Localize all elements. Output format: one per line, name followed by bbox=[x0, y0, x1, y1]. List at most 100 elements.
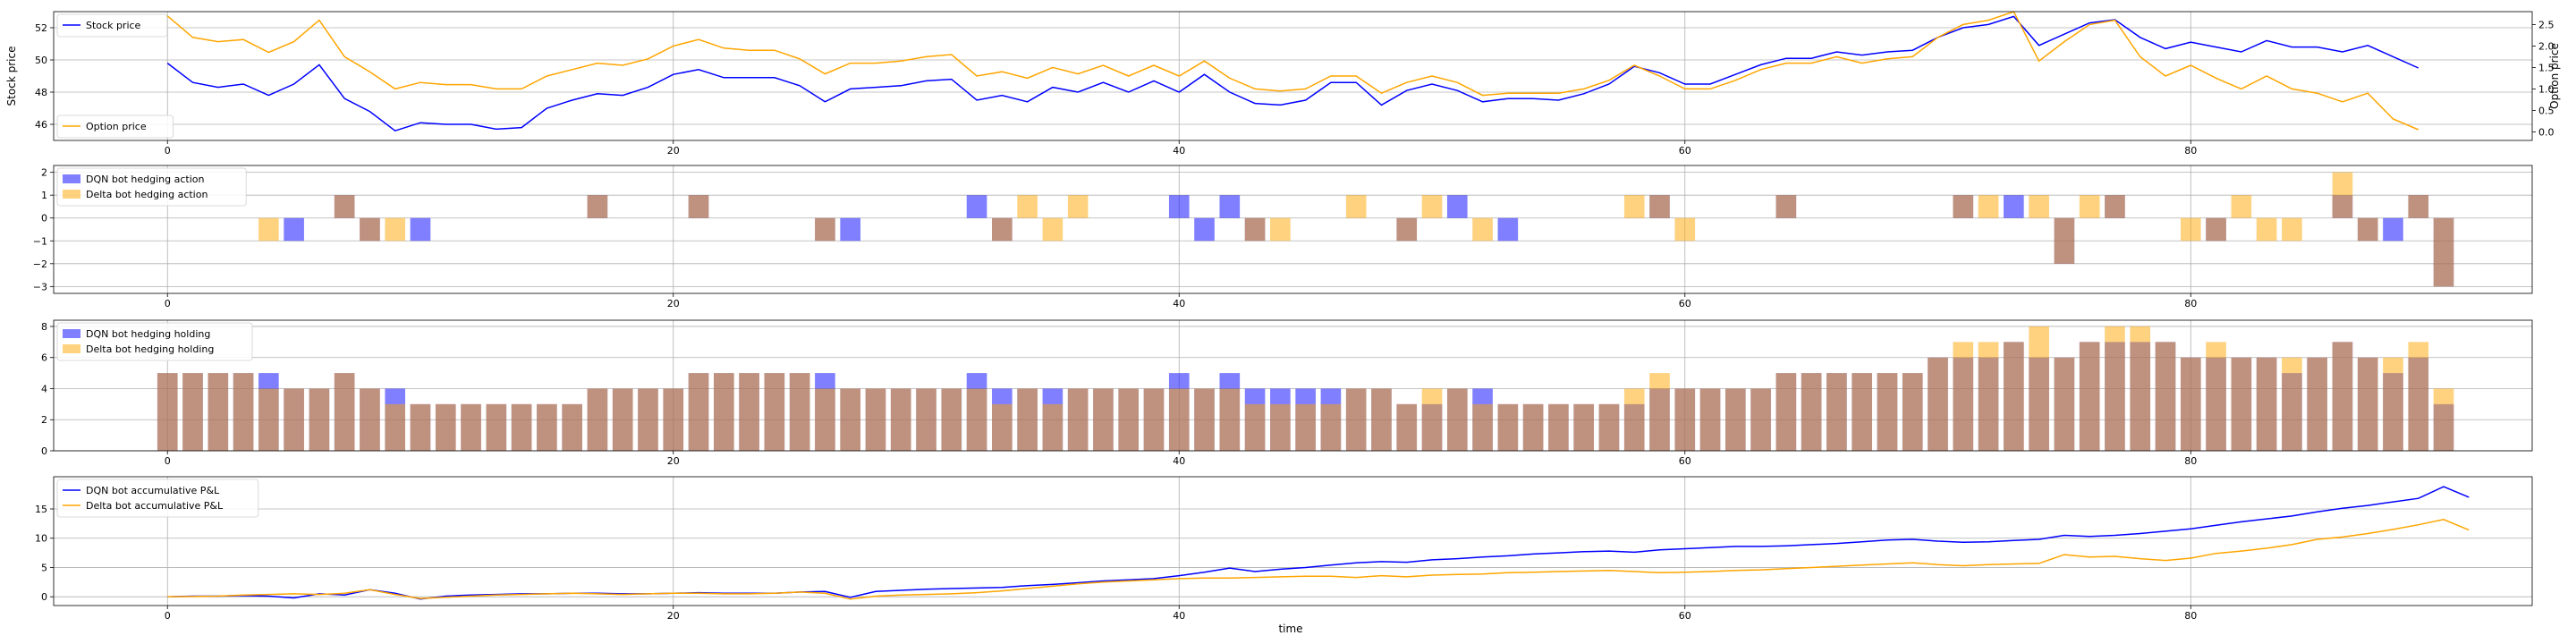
bar bbox=[941, 388, 962, 451]
bar bbox=[410, 217, 431, 242]
bar bbox=[1194, 388, 1215, 451]
x-tick-label: 0 bbox=[165, 455, 171, 467]
bar bbox=[1042, 403, 1063, 451]
bar bbox=[1953, 342, 1974, 451]
legend-swatch bbox=[63, 344, 80, 353]
bar bbox=[2029, 195, 2049, 218]
holding-panel: 0 20 40 60 80 0 2 4 6 8 DQN bot hedging holding Del… bbox=[41, 319, 2533, 467]
bar bbox=[1067, 195, 1089, 218]
y-tick-label: 48 bbox=[35, 87, 47, 98]
y-tick-label: 6 bbox=[41, 352, 47, 364]
bar bbox=[2155, 342, 2176, 451]
bar bbox=[890, 388, 911, 451]
y-tick-label: 0 bbox=[41, 445, 47, 457]
bar bbox=[1472, 217, 1493, 242]
bar bbox=[1017, 195, 1038, 218]
bar bbox=[1522, 403, 1544, 451]
bar bbox=[1194, 217, 1215, 242]
bar bbox=[815, 217, 835, 242]
bar bbox=[1623, 195, 1645, 218]
legend-swatch bbox=[63, 329, 80, 338]
x-tick-label: 80 bbox=[2184, 298, 2197, 309]
right-axis-label: Option price bbox=[2548, 43, 2561, 109]
legend-swatch bbox=[63, 190, 80, 199]
bar bbox=[713, 373, 734, 451]
bar bbox=[2383, 357, 2403, 451]
x-tick-label: 60 bbox=[1679, 298, 1691, 309]
bar bbox=[1371, 388, 1392, 451]
bar bbox=[2079, 195, 2100, 218]
y-tick-label: 52 bbox=[35, 22, 47, 34]
bar bbox=[1017, 388, 1038, 451]
x-tick-label: 0 bbox=[165, 610, 171, 622]
x-tick-label: 20 bbox=[667, 455, 680, 467]
bar bbox=[435, 403, 456, 451]
bar bbox=[360, 388, 380, 451]
bar bbox=[2332, 342, 2353, 451]
bar bbox=[1345, 388, 1367, 451]
bar bbox=[511, 403, 532, 451]
bar bbox=[2282, 217, 2302, 242]
legend-label: Stock price bbox=[86, 20, 141, 31]
right-tick-label: 1.5 bbox=[2538, 62, 2555, 73]
legend-label: Delta bot hedging action bbox=[86, 189, 208, 200]
bar bbox=[966, 195, 987, 218]
bar bbox=[1472, 403, 1493, 451]
bar bbox=[2383, 217, 2403, 242]
bar bbox=[2433, 388, 2454, 451]
bar bbox=[1649, 373, 1670, 451]
bar bbox=[1598, 403, 1620, 451]
bar bbox=[1801, 373, 1822, 451]
legend-box bbox=[56, 479, 259, 518]
action-panel: 0 20 40 60 80 −3 −2 −1 0 1 2 DQN bot hedging action… bbox=[33, 165, 2533, 309]
legend-label: DQN bot hedging holding bbox=[86, 328, 210, 340]
right-tick-label: 2.5 bbox=[2538, 19, 2555, 30]
x-tick-label: 80 bbox=[2184, 610, 2197, 622]
bar bbox=[789, 373, 810, 451]
bar bbox=[1953, 195, 1974, 218]
bar bbox=[208, 373, 229, 451]
x-tick-label: 0 bbox=[165, 298, 171, 309]
x-tick-label: 40 bbox=[1173, 455, 1185, 467]
bar bbox=[2054, 357, 2075, 451]
bar bbox=[1623, 388, 1645, 451]
pnl-panel: 0 20 40 60 80 0 5 10 15 DQN bot accumulative P&L D… bbox=[35, 476, 2533, 622]
series-line bbox=[166, 15, 2419, 132]
series-line bbox=[166, 11, 2419, 131]
bar bbox=[1421, 195, 1443, 218]
bar bbox=[1320, 403, 1342, 451]
axes-frame bbox=[53, 476, 2533, 606]
bar bbox=[1826, 373, 1847, 451]
bar bbox=[688, 373, 709, 451]
bar bbox=[1497, 403, 1519, 451]
bar bbox=[2029, 326, 2049, 451]
x-tick-label: 60 bbox=[1679, 145, 1691, 157]
bar bbox=[2206, 342, 2226, 451]
bar bbox=[1168, 195, 1190, 218]
y-axis-label: Stock price bbox=[5, 47, 18, 106]
bar bbox=[2105, 195, 2125, 218]
bar bbox=[966, 388, 987, 451]
bar bbox=[2180, 217, 2201, 242]
bar bbox=[1118, 388, 1140, 451]
axes-frame bbox=[53, 165, 2533, 294]
legend-box bbox=[56, 13, 168, 38]
bar bbox=[1649, 195, 1670, 218]
bar bbox=[1852, 373, 1873, 451]
bar bbox=[1421, 388, 1443, 451]
y-tick-label: 2 bbox=[41, 414, 47, 426]
bar bbox=[1928, 357, 1948, 451]
bar bbox=[2332, 172, 2353, 218]
bar bbox=[2231, 357, 2252, 451]
y-tick-label: 10 bbox=[35, 533, 47, 545]
bar bbox=[2408, 195, 2429, 218]
legend-label: Delta bot hedging holding bbox=[86, 343, 214, 355]
bar bbox=[1877, 373, 1898, 451]
axes-frame bbox=[53, 319, 2533, 452]
bar bbox=[2206, 217, 2226, 242]
x-axis-label: time bbox=[1278, 623, 1302, 635]
legend-label: Delta bot accumulative P&L bbox=[86, 500, 224, 512]
legend-box bbox=[56, 322, 253, 361]
bar bbox=[1497, 217, 1519, 242]
